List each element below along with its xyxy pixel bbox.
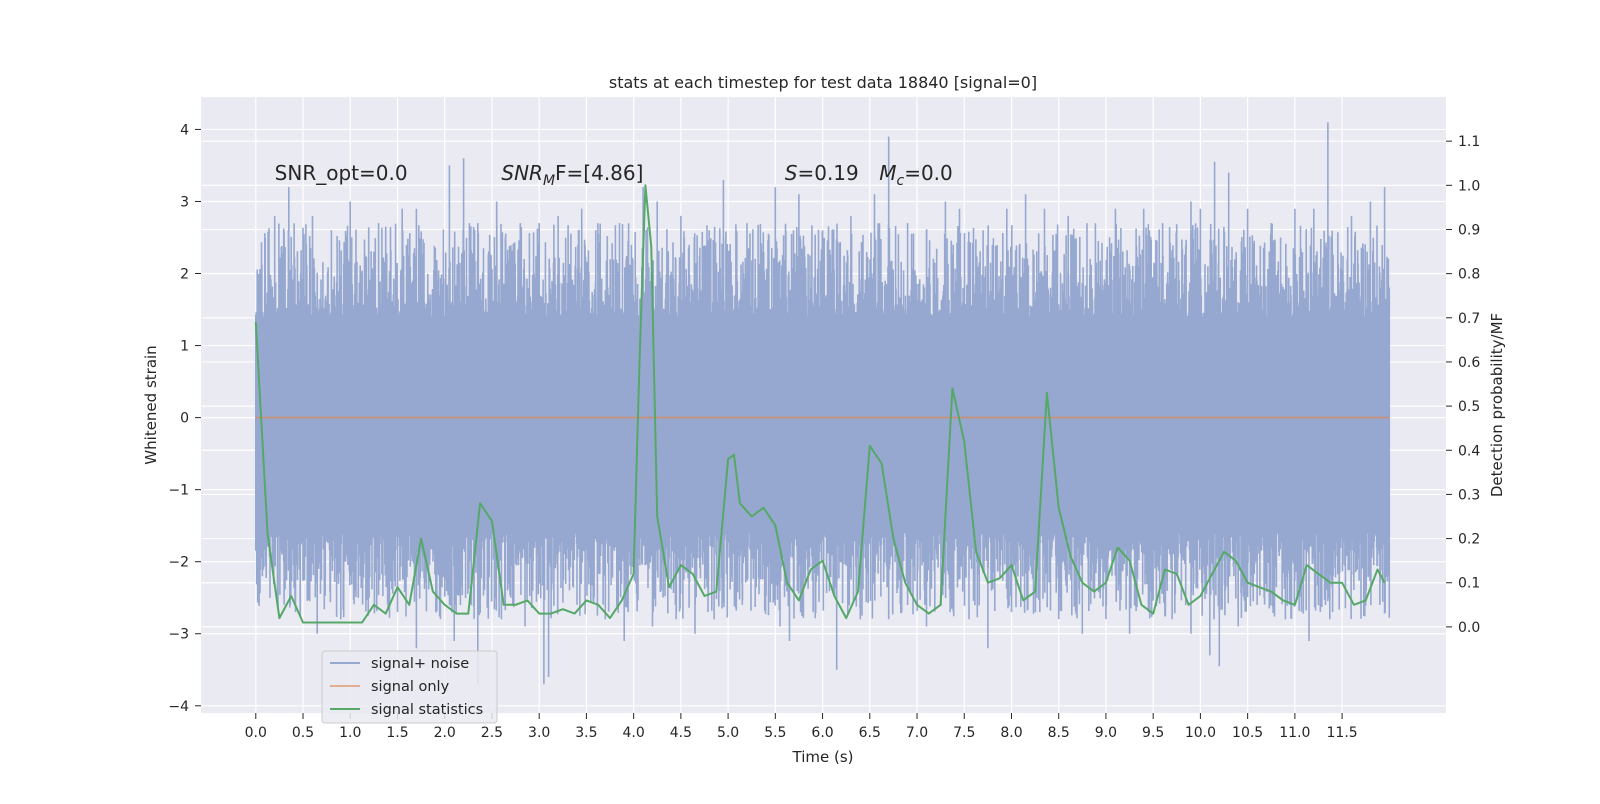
chart-title: stats at each timestep for test data 188… — [609, 73, 1037, 92]
annotation-text: SNR_opt=0.0 — [275, 161, 408, 185]
legend-box — [321, 650, 498, 724]
x-tick-label: 8.5 — [1048, 725, 1070, 741]
y-tick-label: −2 — [168, 555, 189, 571]
signal-statistics-line — [254, 184, 1386, 624]
y-right-tick-label: 1.0 — [1458, 178, 1480, 194]
y-tick-label: 4 — [180, 122, 189, 138]
x-tick-label: 3.5 — [575, 725, 597, 741]
x-tick-label: 7.0 — [906, 725, 928, 741]
x-tick-label: 4.5 — [670, 725, 692, 741]
y-tick-label: −1 — [168, 483, 189, 499]
y-right-tick-label: 0.6 — [1458, 355, 1480, 371]
y-right-tick-label: 0.1 — [1458, 576, 1480, 592]
x-tick-label: 11.5 — [1327, 725, 1358, 741]
x-tick-label: 9.0 — [1095, 725, 1117, 741]
y-right-tick-label: 0.5 — [1458, 399, 1480, 415]
y-tick-label: 3 — [180, 194, 189, 210]
y-axis-label: Whitened strain — [142, 345, 160, 464]
x-tick-label: 10.5 — [1232, 725, 1263, 741]
x-tick-label: 0.5 — [292, 725, 314, 741]
x-tick-label: 6.5 — [859, 725, 881, 741]
x-tick-label: 5.0 — [717, 725, 739, 741]
legend-label-signal-noise: signal+ noise — [371, 656, 469, 672]
y-tick-label: −4 — [168, 699, 189, 715]
y-right-tick-label: 0.9 — [1458, 222, 1480, 238]
x-tick-label: 7.5 — [953, 725, 975, 741]
y-right-tick-label: 0.8 — [1458, 267, 1480, 283]
y-tick-label: 0 — [180, 411, 189, 427]
ticks: 0.0 0.5 1.0 1.5 2.0 2.5 3.0 3.5 4.0 4.5 5.0 5.5 6.0 6… — [168, 122, 1480, 741]
legend-label-signal-statistics: signal statistics — [371, 702, 483, 718]
x-tick-label: 6.0 — [811, 725, 833, 741]
x-tick-label: 1.5 — [386, 725, 408, 741]
x-tick-label: 4.0 — [622, 725, 644, 741]
y-right-tick-label: 0.4 — [1458, 443, 1480, 459]
line-series — [254, 184, 1390, 624]
y-axis-right-label: Detection probability/MF — [1488, 313, 1506, 497]
y-tick-label: −3 — [168, 627, 189, 643]
legend: signal+ noise signal only signal statist… — [321, 650, 498, 724]
annotation-text: Mc=0.0 — [879, 161, 953, 189]
annotation-text: SNRMF=[4.86] — [501, 161, 643, 189]
x-tick-label: 2.0 — [434, 725, 456, 741]
x-tick-label: 0.0 — [245, 725, 267, 741]
x-tick-label: 8.0 — [1000, 725, 1022, 741]
y-right-tick-label: 0.3 — [1458, 487, 1480, 503]
y-right-tick-label: 0.0 — [1458, 620, 1480, 636]
y-tick-label: 1 — [180, 339, 189, 355]
x-tick-label: 2.5 — [481, 725, 503, 741]
x-axis-label: Time (s) — [792, 748, 854, 766]
y-tick-label: 2 — [180, 267, 189, 283]
y-right-tick-label: 0.2 — [1458, 532, 1480, 548]
x-tick-label: 11.0 — [1279, 725, 1310, 741]
annotations: SNR_opt=0.0 SNRMF=[4.86] S=0.19 Mc=0.0 — [275, 161, 953, 189]
noise-trace — [255, 122, 1391, 685]
x-tick-label: 9.5 — [1142, 725, 1164, 741]
x-tick-label: 1.0 — [339, 725, 361, 741]
x-tick-label: 10.0 — [1185, 725, 1216, 741]
legend-label-signal-only: signal only — [371, 679, 450, 695]
signal-noise-series — [255, 122, 1391, 685]
annotation-text: S=0.19 — [785, 161, 859, 185]
y-right-tick-label: 0.7 — [1458, 311, 1480, 327]
x-tick-label: 3.0 — [528, 725, 550, 741]
x-tick-label: 5.5 — [764, 725, 786, 741]
y-right-tick-label: 1.1 — [1458, 134, 1480, 150]
